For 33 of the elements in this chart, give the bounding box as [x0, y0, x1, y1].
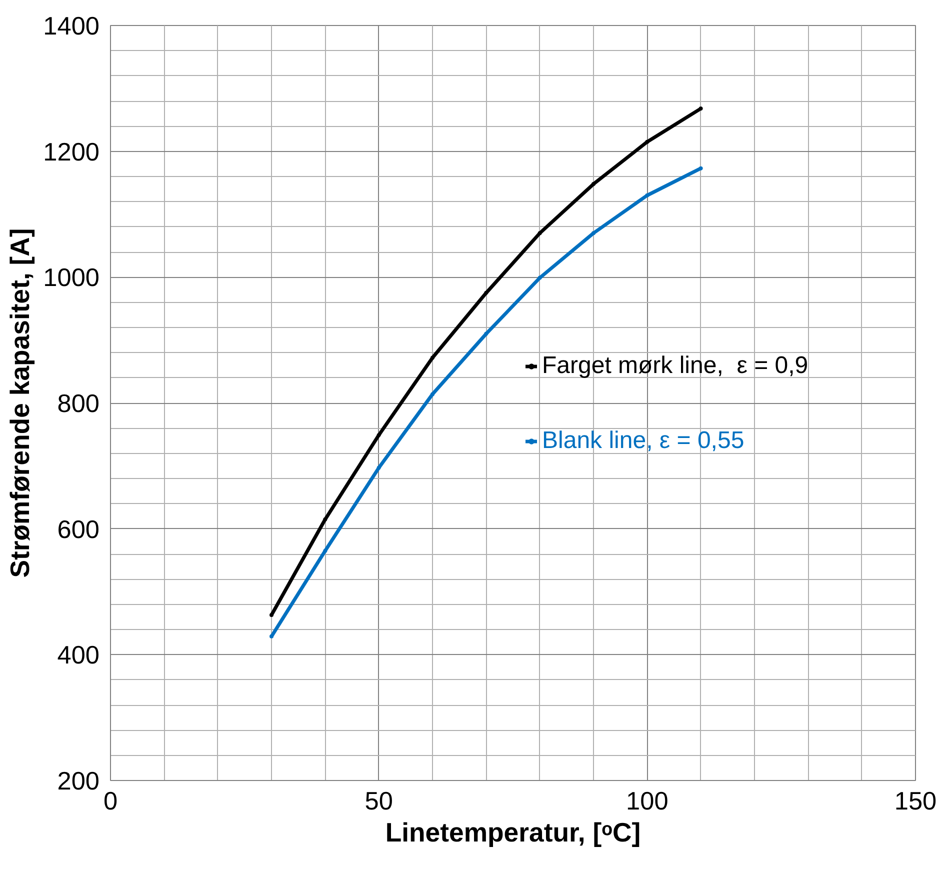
y-tick-label: 800 [57, 390, 100, 418]
point [270, 634, 274, 638]
point [645, 140, 650, 144]
point [538, 276, 542, 280]
point [270, 613, 274, 618]
point [430, 356, 434, 360]
point [323, 548, 328, 553]
y-axis-title: Strømførende kapasitet, [A] [5, 228, 36, 578]
point [592, 182, 596, 186]
x-tick-label: 100 [626, 788, 668, 816]
x-axis-title: Linetemperatur, [ᵒC] [385, 818, 641, 848]
point [323, 517, 328, 522]
x-tick-label: 50 [364, 788, 393, 816]
legend-label: Blank line, ε = 0,55 [542, 427, 744, 455]
y-tick-label: 600 [57, 516, 100, 544]
y-tick-label: 200 [57, 768, 100, 796]
x-tick-label: 150 [894, 788, 937, 816]
y-tick-label: 1400 [43, 12, 100, 40]
point [484, 290, 488, 295]
point [538, 231, 542, 236]
legend-label: Farget mørk line, ε = 0,9 [542, 352, 808, 380]
point [376, 433, 381, 438]
point [376, 466, 381, 470]
point [592, 231, 596, 236]
point [430, 392, 434, 396]
y-tick-label: 400 [57, 642, 100, 670]
point [698, 106, 703, 111]
y-tick-label: 1200 [43, 138, 100, 166]
point [645, 193, 650, 198]
x-tick-label: 0 [103, 788, 118, 816]
point [484, 332, 488, 336]
y-tick-label: 1000 [43, 264, 100, 292]
point [698, 166, 703, 170]
